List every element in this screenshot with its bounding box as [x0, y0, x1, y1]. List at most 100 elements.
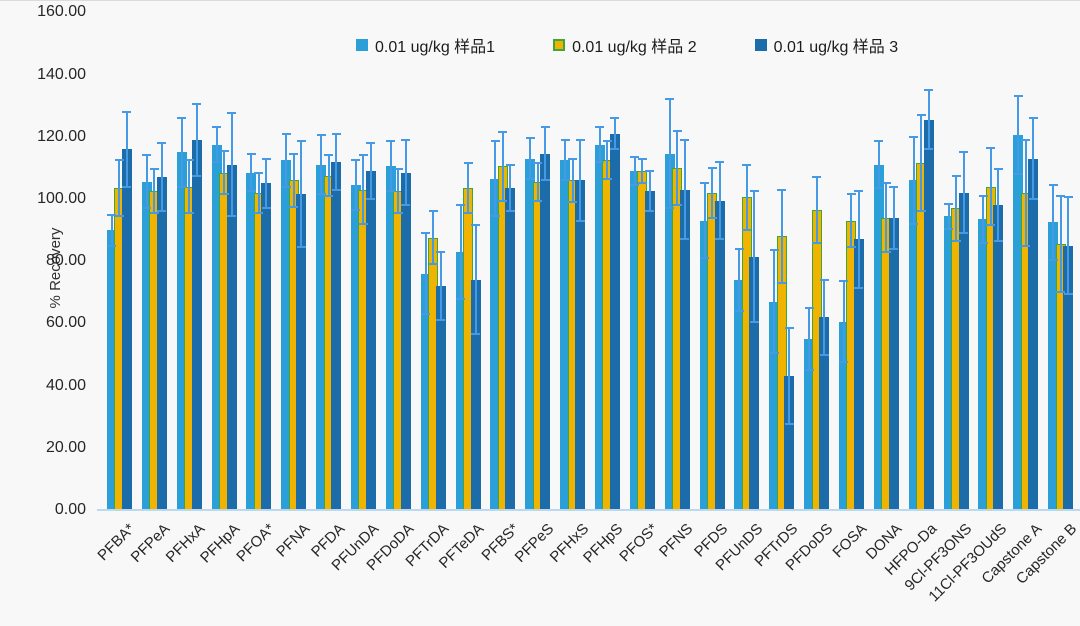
error-bar-cap [471, 224, 480, 227]
error-bar-line [180, 118, 183, 187]
error-bar-cap [978, 241, 988, 244]
legend-label: 0.01 ug/kg 样品1 [375, 39, 496, 56]
error-bar-cap [540, 179, 550, 182]
error-bar-cap [715, 160, 724, 163]
error-bar-line [1059, 195, 1062, 293]
error-bar-cap [560, 179, 570, 182]
error-bar-cap [456, 204, 465, 207]
error-bar-line [564, 139, 567, 181]
bar-s1-PFDoDA [385, 166, 396, 510]
error-bar-cap [296, 246, 306, 249]
bar-s3-PFHxA [191, 139, 202, 510]
bar-s3-Capstone A [1028, 158, 1039, 510]
bar-s1-PFTrDA [420, 273, 431, 510]
error-bar-cap [672, 129, 682, 132]
bar-s1-PFPeA [141, 181, 152, 510]
bar-s3-PFDA [331, 161, 342, 510]
error-bar-cap [421, 313, 431, 316]
error-bar-cap [1021, 138, 1031, 141]
error-bar-cap [212, 160, 221, 163]
error-bar-cap [219, 193, 229, 196]
error-bar-line [738, 248, 741, 311]
error-bar-cap [386, 140, 396, 143]
error-bar-line [389, 141, 392, 192]
error-bar-cap [944, 227, 953, 230]
error-bar-cap [680, 238, 690, 241]
error-bar-cap [393, 211, 403, 214]
error-bar-cap [540, 126, 550, 129]
error-bar-cap [769, 351, 779, 354]
error-bar-line [633, 157, 636, 185]
error-bar-cap [177, 117, 187, 120]
error-bar-cap [1056, 291, 1066, 294]
error-bar-cap [184, 211, 194, 214]
error-bar-cap [742, 163, 752, 166]
y-tick-label: 140.00 [37, 65, 86, 83]
bar-s3-PFHpS [609, 133, 620, 510]
error-bar-cap [630, 184, 640, 186]
error-bar-cap [1028, 198, 1038, 200]
error-bar-line [947, 203, 950, 229]
error-bar-line [544, 127, 547, 181]
error-bar-cap [560, 138, 570, 141]
error-bar-cap [749, 320, 759, 323]
bar-s1-PFOS* [629, 171, 640, 510]
error-bar-cap [924, 148, 934, 151]
error-bar-cap [769, 249, 779, 252]
error-bar-cap [637, 157, 647, 160]
error-bar-line [125, 111, 128, 187]
error-bar-line [439, 251, 442, 321]
error-bar-cap [1013, 95, 1023, 98]
error-bar-line [335, 133, 338, 190]
error-bar-line [257, 172, 260, 213]
error-bar-cap [944, 202, 953, 205]
error-bar-cap [261, 157, 271, 160]
error-bar-line [613, 118, 616, 150]
error-bar-line [648, 171, 651, 212]
error-bar-cap [734, 247, 744, 250]
error-bar-line [850, 194, 853, 248]
error-bar-cap [463, 211, 473, 214]
error-bar-cap [630, 156, 640, 158]
bar-s1-PFUnDA [350, 185, 361, 510]
y-tick-label: 120.00 [37, 127, 86, 145]
bar-s1-PFTrDS [769, 301, 780, 510]
error-bar-cap [114, 215, 124, 218]
error-bar-line [145, 155, 148, 209]
bar-s1-PFHxA [176, 152, 187, 510]
error-bar-cap [122, 185, 132, 188]
error-bar-cap [1048, 258, 1058, 261]
error-bar-line [718, 161, 721, 240]
bar-s3-Capstone B [1063, 245, 1074, 510]
y-tick-label: 60.00 [45, 314, 86, 332]
error-bar-line [1067, 197, 1070, 294]
error-bar-cap [602, 140, 612, 143]
error-bar-line [369, 143, 372, 199]
error-bar-line [579, 139, 582, 221]
bar-s1-PFOA* [246, 172, 257, 510]
bar-s1-PFUnDS [734, 279, 745, 510]
bar-s3-PFDoDA [400, 172, 411, 510]
error-bar-line [823, 279, 826, 355]
error-bar-cap [854, 286, 864, 289]
error-bar-line [160, 143, 163, 212]
bar-s3-PFNA [296, 194, 307, 510]
bar-s3-FOSA [853, 239, 864, 510]
error-bar-cap [715, 238, 724, 241]
error-bar-cap [1028, 117, 1038, 120]
error-bar-cap [819, 278, 829, 281]
bar-s1-PFHxS [560, 160, 571, 510]
error-bar-cap [777, 188, 787, 191]
error-bar-cap [804, 306, 814, 309]
error-bar-cap [281, 132, 291, 135]
error-bar-line [459, 205, 462, 299]
bar-s1-PFBS* [490, 178, 501, 510]
error-bar-cap [993, 168, 1003, 171]
bar-s3-PFHxS [575, 180, 586, 510]
error-bar-cap [281, 185, 291, 188]
error-bar-line [292, 153, 295, 207]
legend-marker-sample1 [356, 39, 368, 51]
error-bar-line [927, 90, 930, 150]
error-bar-cap [261, 207, 271, 210]
error-bar-cap [463, 162, 473, 165]
